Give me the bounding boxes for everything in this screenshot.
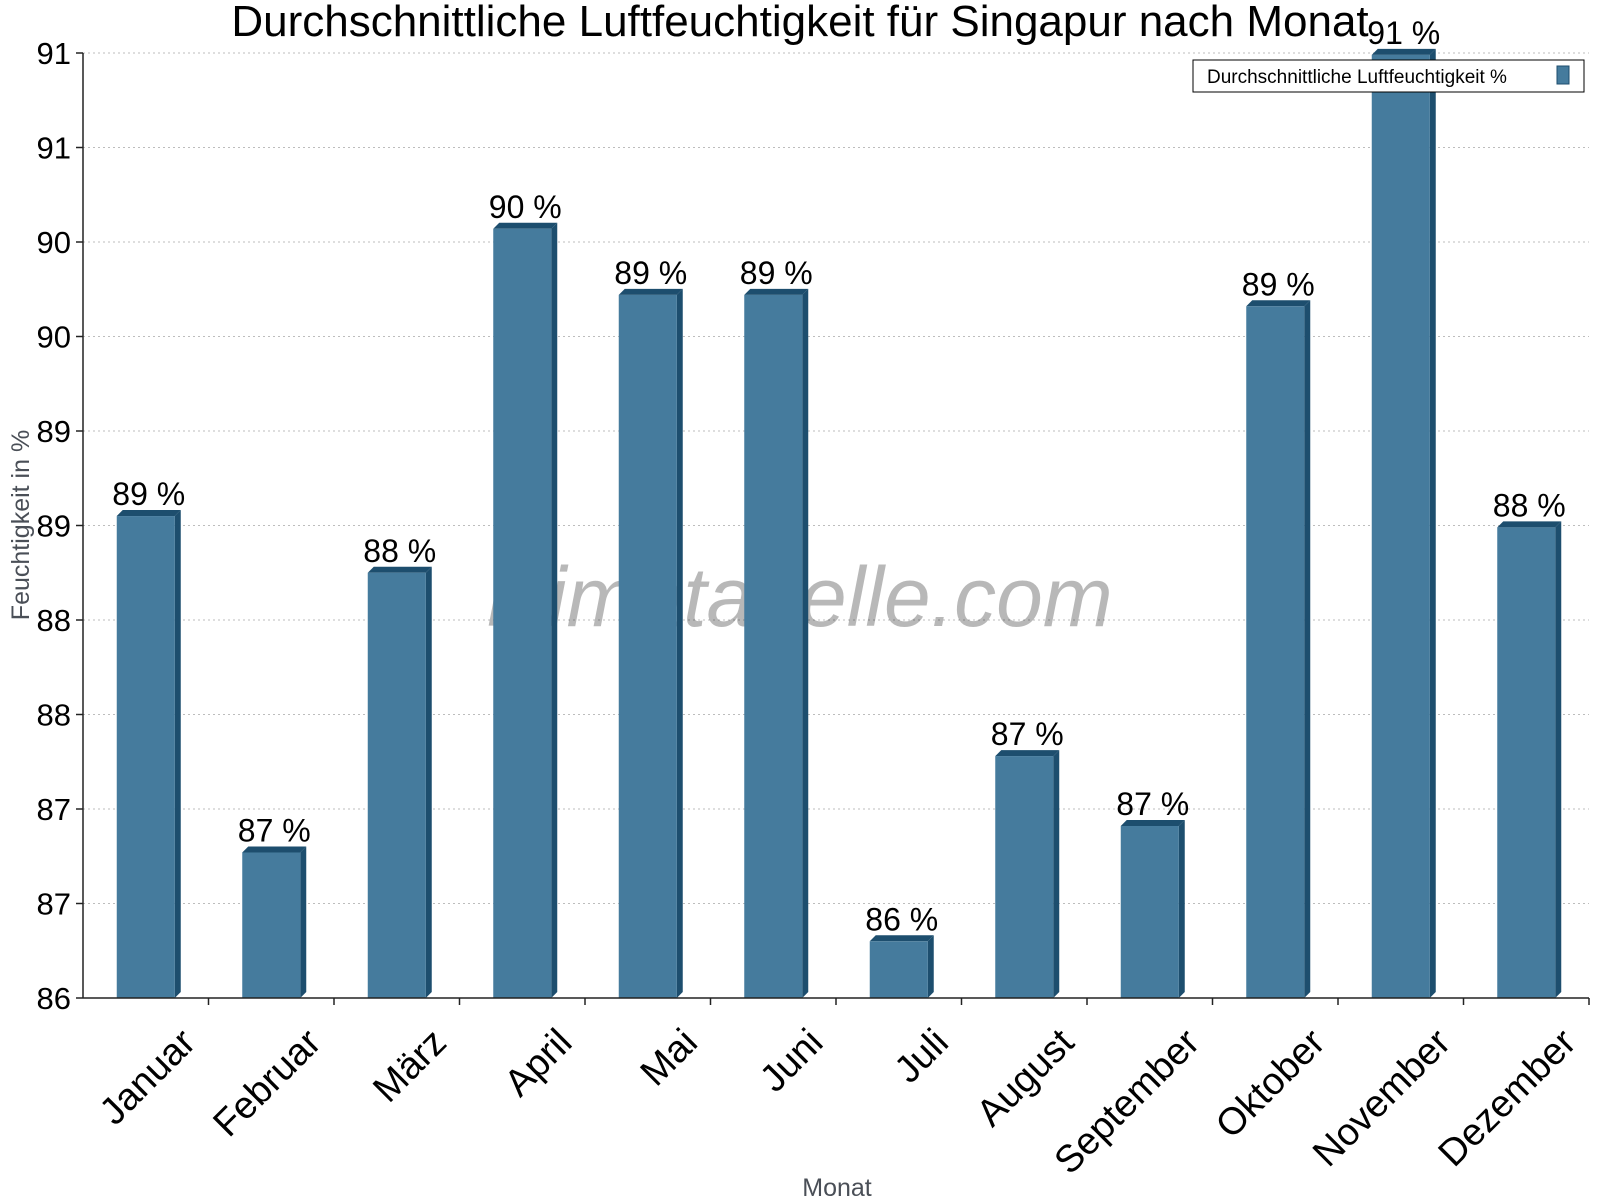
bar-top [869,935,934,942]
data-label: 89 % [1242,266,1315,302]
data-label: 86 % [865,901,938,937]
bar-side [1304,300,1311,998]
data-labels: 89 % 87 % 88 % 90 % 89 % 89 % 86 % 87 % 87 % 89 %… [112,15,1565,937]
bar-top [1246,300,1311,307]
bar-top [116,510,181,517]
bar-side [174,510,181,998]
bar-side [300,846,307,998]
y-tick-label: 88 [37,698,71,733]
bar [744,294,803,998]
x-tick-label: Mai [633,1021,706,1094]
bar [1120,826,1179,998]
data-label: 89 % [740,255,813,291]
bar-top [367,566,432,573]
bar-side [1178,820,1185,998]
bar-series [116,48,1562,998]
bar-side [1053,750,1060,998]
bar-side [551,222,558,998]
bar [1246,306,1305,998]
data-label: 90 % [489,189,562,225]
bar [242,852,301,998]
bar [116,516,175,998]
y-tick-label: 89 [37,414,71,449]
bar-side [1429,48,1436,998]
bar [367,572,426,998]
bar-side [425,566,432,998]
x-tick-label: Februar [205,1021,329,1145]
x-tick-label: Januar [92,1021,204,1133]
y-tick-label: 91 [37,36,71,71]
bar [1371,54,1430,998]
legend-swatch [1556,65,1570,85]
bar-top [1120,820,1185,827]
data-label: 89 % [112,476,185,512]
bar-top [744,288,809,295]
x-tick-label: Juni [752,1021,831,1100]
x-axis-label: Monat [802,1174,872,1200]
bar-top [1371,48,1436,55]
bar-top [1497,521,1562,528]
bar-side [1555,521,1562,998]
data-label: 89 % [614,255,687,291]
bar [995,756,1054,998]
x-tick-label: August [969,1021,1083,1135]
y-tick-label: 90 [37,320,71,355]
data-label: 88 % [363,533,436,569]
y-tick-label: 87 [37,792,71,827]
bar-top [242,846,307,853]
bar-side [802,288,809,998]
chart-title: Durchschnittliche Luftfeuchtigkeit für S… [231,0,1368,46]
bar-side [676,288,683,998]
x-tick-label: Dezember [1431,1021,1585,1175]
bar-top [493,222,558,229]
y-axis-ticks: 86 87 87 88 88 89 89 90 90 91 91 [37,36,83,1016]
bar-top [995,750,1060,757]
x-tick-label: Oktober [1208,1021,1334,1147]
data-label: 87 % [1116,786,1189,822]
bar [869,941,928,998]
data-label: 88 % [1493,487,1566,523]
bar [618,294,677,998]
y-tick-label: 91 [37,131,71,166]
x-tick-label: Juli [887,1021,957,1091]
legend: Durchschnittliche Luftfeuchtigkeit % [1192,59,1585,93]
legend-box [1192,59,1585,93]
bar-top [618,288,683,295]
data-label: 91 % [1367,15,1440,51]
y-tick-label: 87 [37,887,71,922]
y-tick-label: 90 [37,225,71,260]
grid-lines [83,52,1589,904]
data-label: 87 % [238,812,311,848]
bar [493,228,552,998]
y-axis-label: Feuchtigkeit in % [7,430,35,620]
bar [1497,527,1556,998]
y-tick-label: 89 [37,509,71,544]
x-tick-label: April [497,1021,580,1104]
data-label: 87 % [991,716,1064,752]
legend-label: Durchschnittliche Luftfeuchtigkeit % [1207,67,1507,88]
x-tick-label: März [365,1021,454,1110]
x-axis-ticks: Januar Februar März April Mai Juni Juli AugustS… [92,998,1590,1182]
y-tick-label: 88 [37,603,71,638]
bar-side [927,935,934,998]
y-tick-label: 86 [37,981,71,1016]
